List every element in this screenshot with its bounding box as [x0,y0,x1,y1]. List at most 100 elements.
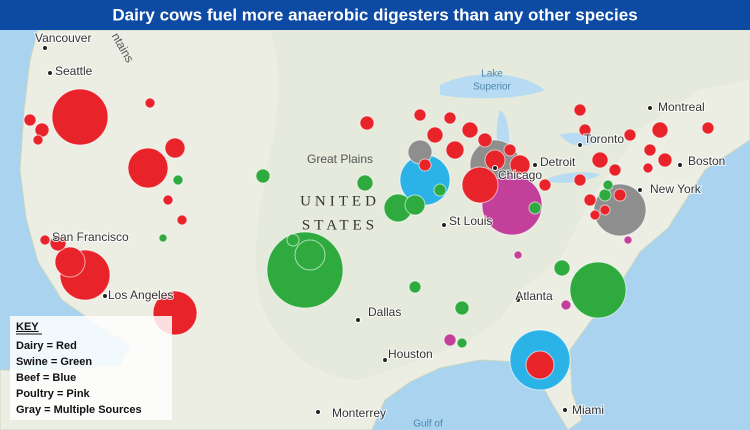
digester [418,158,432,172]
digester [573,103,587,117]
city-dot [52,235,58,241]
digester [443,111,457,125]
digester [426,126,444,144]
digester [408,280,422,294]
digester [503,143,517,157]
digester [162,194,174,206]
city-label: Atlanta [515,289,553,303]
city-dot [677,162,683,168]
digester [172,174,184,186]
digester [127,147,169,189]
city-label: New York [650,182,702,196]
city-label: Los Angeles [108,288,173,302]
key-item: Dairy = Red [16,340,77,352]
digester [477,132,493,148]
digester [509,154,531,176]
digester [623,235,633,245]
digester [359,115,375,131]
digester [413,108,427,122]
digester [643,143,657,157]
digester [461,121,479,139]
digester [599,204,611,216]
city-dot [577,142,583,148]
digester [32,134,44,146]
key: KEY Dairy = Red Swine = Green Beef = Blu… [10,316,172,420]
city-label: San Francisco [52,230,129,244]
city-label: Boston [688,154,725,168]
city-label: Seattle [55,64,93,78]
city-dot [492,165,498,171]
digester [573,173,587,187]
region-label: UNITED [300,193,380,209]
city-dot [441,222,447,228]
city-dot [532,162,538,168]
city-dot [315,409,321,415]
digester [39,234,51,246]
digester [598,188,612,202]
digester [51,88,109,146]
digester [456,337,468,349]
digester [164,137,186,159]
city-dot [562,407,568,413]
city-label: St Louis [449,214,492,228]
digester [356,174,374,192]
digester [433,183,447,197]
digester [513,250,523,260]
city-label: Monterrey [332,406,386,420]
city-label: Montreal [658,100,705,114]
digester [528,201,542,215]
digester [602,179,614,191]
digester [404,194,426,216]
water-label: Superior [473,82,511,93]
water-label: Gulf of [413,419,443,430]
digester [538,178,552,192]
digester [569,261,627,319]
city-dot [102,293,108,299]
great-lakes [440,74,600,183]
digester-layer [23,88,715,391]
digester [454,300,470,316]
region-label: Great Plains [307,152,373,166]
digester [608,163,622,177]
title-bar [0,0,750,30]
digester [623,128,637,142]
digester [553,259,571,277]
city-dot [355,317,361,323]
digester [613,188,627,202]
digester [255,168,271,184]
digester [701,121,715,135]
digester [445,140,465,160]
digester [144,97,156,109]
key-item: Swine = Green [16,356,92,368]
city-label: Chicago [498,168,542,182]
key-box [10,316,172,420]
city-label: Toronto [584,132,624,146]
digester [589,209,601,221]
digester [525,350,555,380]
key-item: Poultry = Pink [16,388,91,400]
key-item: Gray = Multiple Sources [16,404,142,416]
digester [578,123,592,137]
digester [642,162,654,174]
city-dot [42,45,48,51]
digester [657,152,673,168]
digester [54,246,86,278]
digester [286,233,300,247]
city-dot [637,187,643,193]
digester [443,333,457,347]
city-dot [647,105,653,111]
water-label: Lake [481,69,503,80]
digester [560,299,572,311]
digester [23,113,37,127]
city-dot [382,357,388,363]
digester [461,166,499,204]
digester [158,233,168,243]
region-label: STATES [302,217,378,233]
city-label: Miami [572,403,604,417]
digester [583,193,597,207]
digester [591,151,609,169]
city-dot [47,70,53,76]
city-label: Houston [388,347,433,361]
digester [294,239,326,271]
